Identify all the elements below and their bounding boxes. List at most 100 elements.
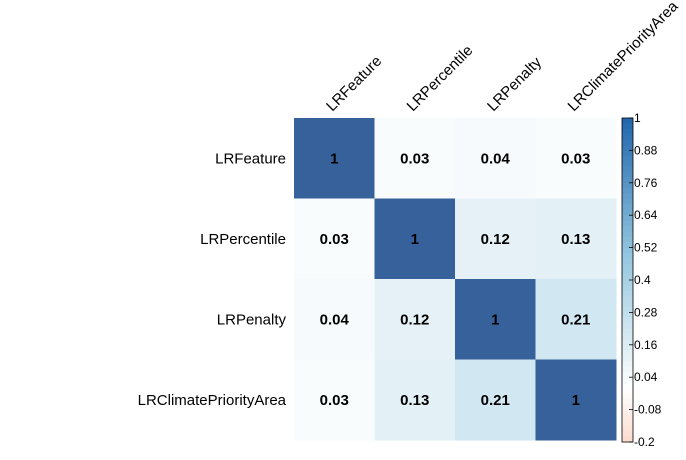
colorbar-tick-label: 0.52 — [634, 241, 658, 255]
cell-value-label: 1 — [330, 150, 338, 167]
cell-value-label: 0.03 — [320, 231, 349, 248]
colorbar-segment — [622, 155, 633, 162]
colorbar-segment — [622, 296, 633, 303]
cell-value-label: 1 — [491, 311, 499, 328]
row-label: LRClimatePriorityArea — [138, 392, 287, 409]
cell-value-label: 0.03 — [320, 392, 349, 409]
colorbar-segment — [622, 290, 633, 297]
colorbar-segment — [622, 388, 633, 394]
colorbar-segment — [622, 123, 633, 130]
heatmap-cell-r2-c2 — [455, 279, 536, 360]
heatmap-cell-r3-c2 — [455, 359, 536, 441]
cell-value-label: 0.03 — [400, 150, 429, 167]
heatmap-cell-r3-c3 — [535, 359, 617, 441]
colorbar-segment — [622, 398, 633, 405]
colorbar-segment — [622, 285, 633, 292]
colorbar-segment — [622, 258, 633, 265]
cell-value-label: 0.21 — [481, 392, 510, 409]
heatmap-cell-r0-c0 — [294, 118, 375, 199]
colorbar-segment — [622, 188, 633, 195]
colorbar-segment — [622, 415, 633, 421]
colorbar-segment — [622, 231, 633, 238]
colorbar-segment — [622, 215, 633, 222]
colorbar-segment — [622, 166, 633, 173]
row-label: LRPercentile — [200, 231, 286, 248]
colorbar-tick-label: 0.88 — [634, 143, 658, 157]
colorbar-segment — [622, 274, 633, 281]
colorbar-segment — [622, 182, 633, 189]
column-label: LRClimatePriorityArea — [565, 0, 682, 115]
colorbar-segment — [622, 339, 633, 346]
colorbar-segment — [622, 118, 633, 124]
heatmap-cell-r1-c2 — [455, 198, 536, 280]
colorbar-tick-label: 0.04 — [634, 370, 658, 384]
colorbar-segment — [622, 420, 633, 427]
colorbar-segment — [622, 328, 633, 335]
row-labels: LRFeature LRPercentile LRPenalty LRClimateP… — [138, 150, 287, 409]
colorbar-segment — [622, 350, 633, 357]
colorbar-segment — [622, 161, 633, 168]
cell-value-label: 0.13 — [561, 231, 590, 248]
colorbar-segment — [622, 301, 633, 308]
colorbar-segment — [622, 242, 633, 249]
colorbar-segment — [622, 253, 633, 259]
colorbar-segment — [622, 139, 633, 146]
row-label: LRPenalty — [217, 311, 287, 328]
heatmap-cell-r3-c1 — [374, 359, 456, 441]
heatmap-cell-r2-c3 — [535, 279, 617, 360]
colorbar-tick-label: -0.2 — [634, 435, 655, 449]
heatmap-cells — [294, 118, 617, 441]
heatmap-cell-r2-c0 — [294, 279, 375, 360]
cell-value-label: 0.03 — [561, 150, 590, 167]
cell-value-label: 1 — [411, 231, 419, 248]
colorbar-segment — [622, 134, 633, 141]
colorbar-segment — [622, 226, 633, 232]
colorbar-segment — [622, 382, 633, 389]
colorbar-tick-label: 0.76 — [634, 176, 658, 190]
color-legend: 1 0.88 0.76 0.64 0.52 0.4 0.28 0.16 0.04 -0.08 -0.… — [621, 111, 662, 449]
colorbar-segment — [622, 199, 633, 205]
colorbar-segment — [622, 425, 633, 432]
colorbar-segment — [622, 355, 633, 362]
heatmap-cell-r3-c0 — [294, 359, 375, 441]
column-label: LRPercentile — [404, 42, 477, 115]
cell-value-label: 0.04 — [320, 311, 350, 328]
colorbar-segment — [622, 150, 633, 157]
cell-value-label: 0.04 — [481, 150, 511, 167]
cell-value-label: 1 — [572, 392, 580, 409]
column-labels: LRFeature LRPercentile LRPenalty LRClimateP… — [323, 0, 682, 115]
colorbar-segment — [622, 393, 633, 400]
colorbar-segment — [622, 220, 633, 227]
colorbar-segment — [622, 366, 633, 373]
colorbar-segment — [622, 371, 633, 378]
heatmap-cell-r0-c3 — [535, 118, 617, 199]
colorbar-segment — [622, 317, 633, 324]
colorbar-segment — [622, 128, 633, 135]
cell-value-label: 0.12 — [481, 231, 510, 248]
colorbar-segment — [622, 436, 633, 443]
colorbar-segment — [622, 431, 633, 438]
colorbar-segment — [622, 404, 633, 411]
column-label: LRPenalty — [484, 54, 545, 115]
heatmap-cell-r1-c3 — [535, 198, 617, 280]
colorbar-tick-label: 0.64 — [634, 208, 658, 222]
heatmap-cell-r0-c2 — [455, 118, 536, 199]
colorbar-segment — [622, 247, 633, 254]
colorbar-tick-label: 0.16 — [634, 338, 658, 352]
colorbar-tick-label: 1 — [634, 111, 641, 125]
colorbar-segment — [622, 177, 633, 184]
colorbar-segment — [622, 361, 633, 367]
colorbar-segment — [622, 269, 633, 276]
cell-value-label: 0.12 — [400, 311, 429, 328]
cell-value-label: 0.13 — [400, 392, 429, 409]
colorbar-segment — [622, 377, 633, 384]
colorbar-segment — [622, 263, 633, 270]
column-label: LRFeature — [323, 53, 385, 115]
colorbar-segment — [622, 307, 633, 313]
colorbar-tick-label: -0.08 — [634, 403, 662, 417]
cell-value-label: 0.21 — [561, 311, 590, 328]
colorbar-segment — [622, 409, 633, 416]
heatmap-cell-r0-c1 — [374, 118, 456, 199]
